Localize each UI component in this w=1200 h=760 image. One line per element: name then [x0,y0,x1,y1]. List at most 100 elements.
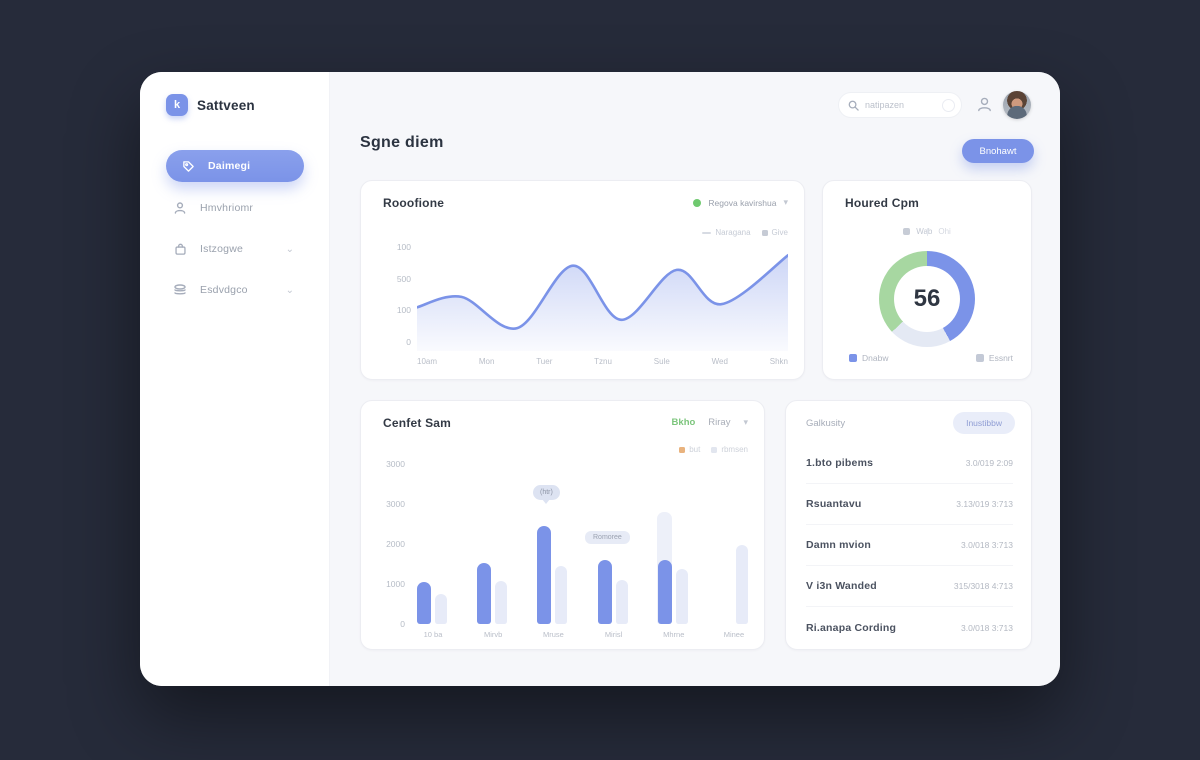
x-tick-label: Mhrne [663,630,685,639]
donut-center-value: 56 [913,285,941,312]
avatar[interactable] [1003,91,1031,119]
sidebar-item-daimegi[interactable]: Daimegi [166,150,304,182]
bar-group[interactable] [537,454,569,624]
legend-item: Give [761,228,788,237]
search-bar[interactable] [838,92,962,118]
table-row[interactable]: Rsuantavu 3.13/019 3:713 [806,484,1013,525]
bar-group[interactable] [718,454,750,624]
donut-chart-card: Houred Cpm Wab Ohi 56 Dnabw Essnrt [822,180,1032,380]
donut-chart: 56 [879,251,975,347]
bar-chart-card: Cenfet Sam Bkho Riray ▾ but rbmsen 3000 30… [360,400,765,650]
activity-list-card: Galkusity Inustibbw 1.bto pibems 3.0/019 … [785,400,1032,650]
legend-marker-icon [702,231,712,234]
bar-secondary [675,569,688,624]
line-chart-filter[interactable]: Regova kavirshua ▾ [693,197,788,208]
y-tick-label: 100 [396,242,411,252]
user-profile-icon[interactable] [976,96,993,113]
list-header: Galkusity [806,418,846,429]
x-tick-label: 10 ba [423,630,443,639]
row-value: 315/3018 4:713 [953,581,1013,591]
legend-square-icon [679,446,686,453]
tag-icon [180,158,196,174]
filter-inactive-label[interactable]: Riray [708,417,731,428]
user-icon [172,200,188,216]
filter-active-label[interactable]: Bkho [671,417,696,428]
status-dot [693,198,702,207]
bar-group[interactable] [656,454,690,624]
legend-item: Naragana [702,228,751,237]
bar-chart-filter[interactable]: Bkho Riray ▾ [672,417,748,428]
y-tick-label: 100 [396,305,411,316]
legend-item: but [679,445,700,454]
donut-legend: Dnabw Essnrt [849,353,1013,363]
sidebar-item-label: Esdvdgco [200,284,248,296]
x-tick-label: Mirvb [484,630,503,639]
y-tick-label: 2000 [386,539,405,549]
divider [926,228,928,236]
legend-square-icon [903,228,911,235]
row-name: V i3n Wanded [806,580,877,592]
bar-chart-title: Cenfet Sam [383,416,452,430]
legend-item: Essnrt [975,353,1013,363]
bar-group[interactable] [597,454,630,624]
bar-group[interactable] [477,454,509,624]
row-value: 3.0/018 3:713 [961,540,1013,550]
sidebar-item-istzogwe[interactable]: Istzogwe ⌄ [166,235,304,263]
sidebar-item-label: Hmvhriomr [200,202,254,214]
row-value: 3.0/018 3:713 [961,622,1013,633]
chevron-down-icon: ▾ [783,197,788,207]
y-tick-label: 0 [406,336,411,347]
bar-primary [477,563,492,624]
bar-primary [537,526,552,624]
bar-chart-y-axis: 3000 3000 2000 1000 0 [375,401,405,649]
table-row[interactable]: V i3n Wanded 315/3018 4:713 [806,566,1013,607]
bar-primary [597,560,612,624]
table-row[interactable]: Damn mvion 3.0/018 3:713 [806,525,1013,566]
app-window: k Sattveen Daimegi Hmvhriomr Istzogwe ⌄ Esdv… [140,72,1060,686]
bar-secondary [615,580,628,624]
search-input[interactable] [865,100,942,110]
bar-annotation: Romoree [585,531,630,544]
row-value: 3.13/019 3:713 [956,499,1013,509]
table-row[interactable]: Ri.anapa Cording 3.0/018 3:713 [806,607,1013,648]
y-tick-label: 0 [400,619,405,629]
sidebar-item-label: Daimegi [208,160,251,172]
bar-chart-x-axis: 10 ba Mirvb Mruse Mirisl Mhrne Minee [417,630,750,639]
mini-legend-label-1: Wab [916,227,933,236]
list-action-button[interactable]: Inustibbw [953,412,1015,434]
table-row[interactable]: 1.bto pibems 3.0/019 2:09 [806,443,1013,484]
search-icon [848,100,859,111]
line-chart-filter-label: Regova kavirshua [708,197,777,208]
search-circle-icon [942,98,955,112]
legend-marker-icon [761,229,768,236]
primary-action-button[interactable]: Bnohawt [962,139,1034,163]
line-chart-x-axis: 10am Mon Tuer Tznu Sule Wed Shkn [417,357,788,366]
legend-square-icon [975,354,984,362]
row-name: Rsuantavu [806,498,862,510]
chevron-down-icon: ▾ [743,417,748,427]
x-tick-label: Tuer [536,357,553,366]
app-logo: k Sattveen [166,94,255,116]
row-value: 3.0/019 2:09 [965,458,1013,468]
line-chart-card: Rooofione Regova kavirshua ▾ Naragana Giv… [360,180,805,380]
x-tick-label: Shkn [769,357,788,366]
bar-secondary [555,566,568,624]
sidebar-item-esdvdgco[interactable]: Esdvdgco ⌄ [166,276,304,304]
sidebar-item-hmvhriomr[interactable]: Hmvhriomr [166,194,304,222]
row-name: 1.bto pibems [806,457,874,469]
x-tick-label: Mirisl [604,630,623,639]
row-name: Ri.anapa Cording [806,621,897,634]
x-tick-label: Mon [478,357,495,366]
x-tick-label: Mruse [542,630,564,639]
row-name: Damn mvion [806,539,872,551]
bar-group[interactable] [417,454,449,624]
bar-chart-legend: but rbmsen [679,445,748,454]
chevron-down-icon: ⌄ [285,284,294,296]
line-chart-plot [415,247,790,351]
bag-icon [172,241,188,257]
y-tick-label: 1000 [386,579,405,589]
bar-tooltip: (htr) [533,485,560,504]
y-tick-label: 3000 [386,499,405,509]
bar-primary [657,560,672,624]
x-tick-label: Minee [723,630,745,639]
